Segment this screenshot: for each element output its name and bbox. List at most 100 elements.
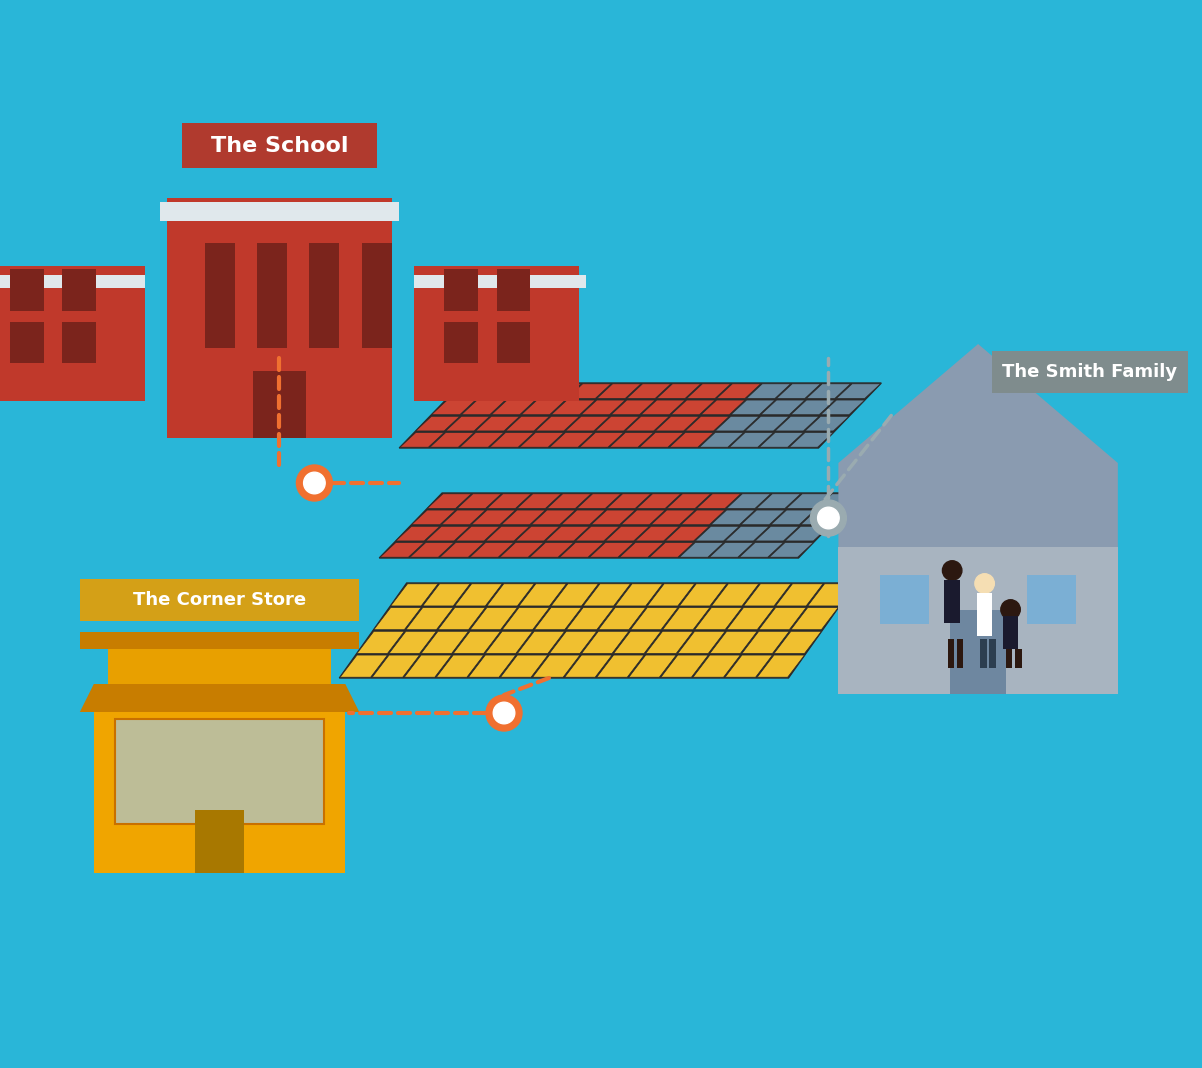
Polygon shape xyxy=(469,655,516,677)
Polygon shape xyxy=(679,584,727,606)
Polygon shape xyxy=(519,584,566,606)
Polygon shape xyxy=(611,400,655,414)
Polygon shape xyxy=(492,400,535,414)
Polygon shape xyxy=(746,383,791,398)
Polygon shape xyxy=(775,584,823,606)
Polygon shape xyxy=(661,655,708,677)
Polygon shape xyxy=(374,608,421,630)
FancyBboxPatch shape xyxy=(114,719,325,824)
Polygon shape xyxy=(591,511,635,524)
FancyBboxPatch shape xyxy=(362,244,392,348)
Circle shape xyxy=(486,695,522,731)
Polygon shape xyxy=(667,493,710,508)
Polygon shape xyxy=(725,655,773,677)
Polygon shape xyxy=(547,493,591,508)
Polygon shape xyxy=(400,433,444,447)
Polygon shape xyxy=(791,608,838,630)
Circle shape xyxy=(942,561,962,580)
Polygon shape xyxy=(807,383,851,398)
Polygon shape xyxy=(380,493,862,557)
FancyBboxPatch shape xyxy=(195,810,244,873)
FancyBboxPatch shape xyxy=(63,269,96,311)
FancyBboxPatch shape xyxy=(1002,616,1018,648)
Polygon shape xyxy=(404,655,452,677)
Polygon shape xyxy=(389,631,436,654)
Polygon shape xyxy=(790,433,833,447)
FancyBboxPatch shape xyxy=(415,274,587,288)
Polygon shape xyxy=(532,655,579,677)
Polygon shape xyxy=(715,417,760,431)
FancyBboxPatch shape xyxy=(183,123,376,168)
Polygon shape xyxy=(583,584,631,606)
FancyBboxPatch shape xyxy=(160,202,399,220)
Polygon shape xyxy=(727,493,770,508)
Polygon shape xyxy=(639,433,684,447)
Polygon shape xyxy=(745,417,790,431)
Polygon shape xyxy=(649,543,694,557)
FancyBboxPatch shape xyxy=(445,321,478,363)
Polygon shape xyxy=(697,493,740,508)
Polygon shape xyxy=(457,493,501,508)
Polygon shape xyxy=(838,344,1118,547)
Polygon shape xyxy=(774,631,821,654)
Polygon shape xyxy=(477,383,522,398)
FancyBboxPatch shape xyxy=(1027,575,1076,624)
Polygon shape xyxy=(517,631,565,654)
Polygon shape xyxy=(576,527,619,541)
Polygon shape xyxy=(380,543,424,557)
Polygon shape xyxy=(566,608,614,630)
Polygon shape xyxy=(427,493,471,508)
Polygon shape xyxy=(454,584,502,606)
Polygon shape xyxy=(742,631,790,654)
FancyBboxPatch shape xyxy=(254,371,305,438)
Polygon shape xyxy=(357,631,404,654)
Polygon shape xyxy=(582,631,629,654)
Polygon shape xyxy=(373,655,419,677)
Circle shape xyxy=(975,574,994,593)
FancyBboxPatch shape xyxy=(0,266,144,400)
FancyBboxPatch shape xyxy=(79,579,359,621)
Polygon shape xyxy=(656,383,701,398)
Polygon shape xyxy=(645,631,694,654)
Circle shape xyxy=(493,702,514,724)
Polygon shape xyxy=(470,608,517,630)
Polygon shape xyxy=(440,543,484,557)
Polygon shape xyxy=(340,655,387,677)
FancyBboxPatch shape xyxy=(10,321,43,363)
Text: The Smith Family: The Smith Family xyxy=(1002,363,1178,381)
Polygon shape xyxy=(391,584,438,606)
Polygon shape xyxy=(770,511,815,524)
Polygon shape xyxy=(609,433,654,447)
Polygon shape xyxy=(456,527,500,541)
Circle shape xyxy=(1001,600,1020,619)
Polygon shape xyxy=(446,417,489,431)
Polygon shape xyxy=(695,608,742,630)
FancyBboxPatch shape xyxy=(257,244,287,348)
Polygon shape xyxy=(662,608,710,630)
FancyBboxPatch shape xyxy=(63,321,96,363)
Polygon shape xyxy=(476,417,519,431)
FancyBboxPatch shape xyxy=(1006,648,1012,668)
Polygon shape xyxy=(760,433,803,447)
Polygon shape xyxy=(432,400,476,414)
Polygon shape xyxy=(769,543,814,557)
Polygon shape xyxy=(775,417,819,431)
FancyBboxPatch shape xyxy=(950,610,1006,694)
Polygon shape xyxy=(678,631,725,654)
Polygon shape xyxy=(534,608,582,630)
Polygon shape xyxy=(694,655,740,677)
Polygon shape xyxy=(549,433,594,447)
Polygon shape xyxy=(565,417,609,431)
FancyBboxPatch shape xyxy=(838,547,1118,694)
Polygon shape xyxy=(506,417,549,431)
Polygon shape xyxy=(665,527,709,541)
Polygon shape xyxy=(651,511,695,524)
Polygon shape xyxy=(507,383,552,398)
Polygon shape xyxy=(411,511,456,524)
Polygon shape xyxy=(590,543,633,557)
Polygon shape xyxy=(546,527,589,541)
FancyBboxPatch shape xyxy=(309,244,339,348)
Polygon shape xyxy=(614,631,661,654)
Polygon shape xyxy=(551,584,599,606)
Polygon shape xyxy=(406,608,453,630)
